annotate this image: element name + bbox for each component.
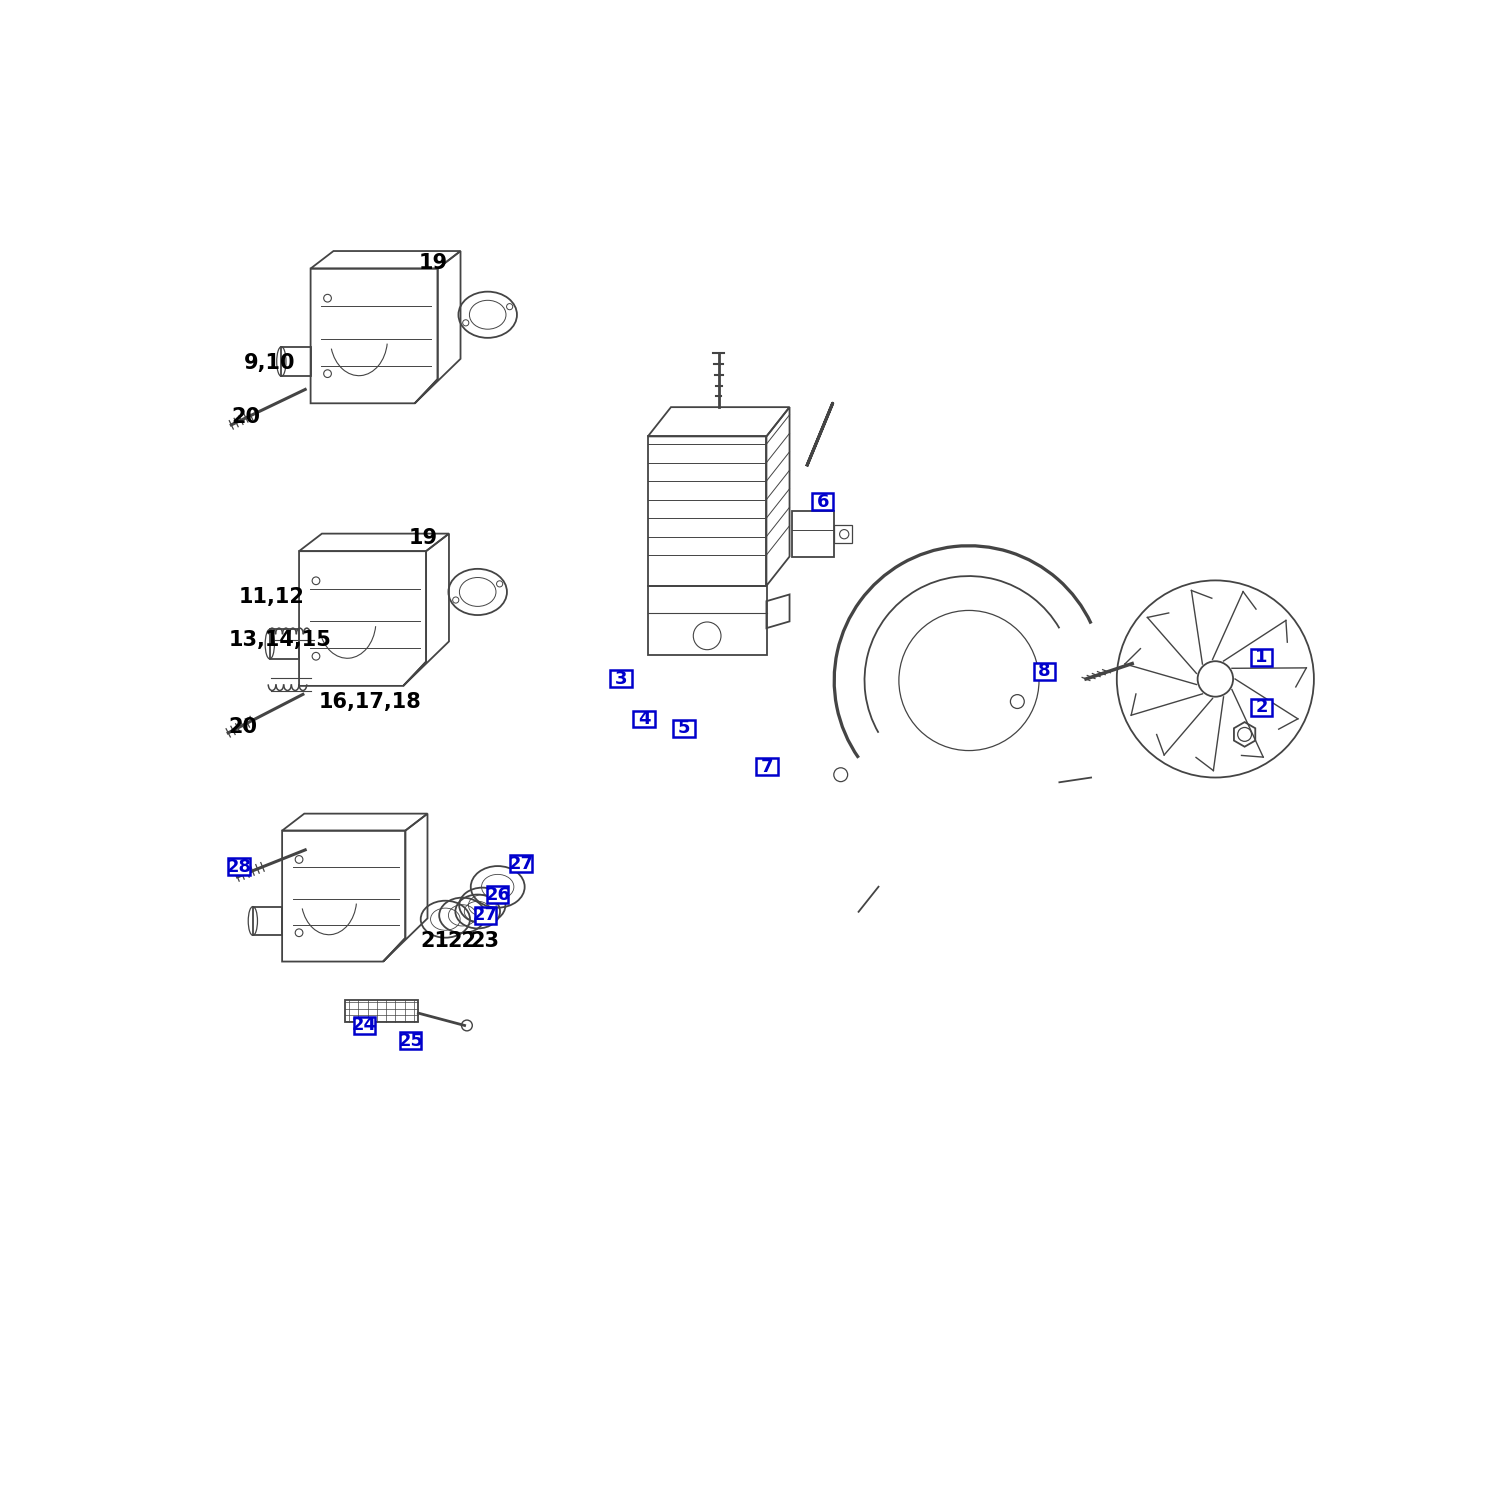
Text: 9,10: 9,10 <box>243 354 296 374</box>
FancyBboxPatch shape <box>354 1017 375 1034</box>
FancyBboxPatch shape <box>1034 663 1054 680</box>
Text: 24: 24 <box>352 1017 376 1035</box>
Text: 7: 7 <box>760 758 774 776</box>
Text: 27: 27 <box>509 855 534 873</box>
Text: 6: 6 <box>816 494 830 512</box>
Text: 1: 1 <box>1256 648 1268 666</box>
FancyBboxPatch shape <box>756 759 778 776</box>
FancyBboxPatch shape <box>400 1032 422 1050</box>
FancyBboxPatch shape <box>228 858 251 876</box>
Text: 19: 19 <box>408 528 438 548</box>
FancyBboxPatch shape <box>812 494 834 510</box>
FancyBboxPatch shape <box>633 711 656 728</box>
Text: 20: 20 <box>231 406 261 427</box>
Text: 2: 2 <box>1256 699 1268 717</box>
Text: 4: 4 <box>638 710 651 728</box>
Text: 27: 27 <box>472 906 498 924</box>
Text: 13,14,15: 13,14,15 <box>228 630 332 651</box>
FancyBboxPatch shape <box>610 670 632 687</box>
Text: 28: 28 <box>226 858 252 876</box>
Text: 19: 19 <box>419 254 447 273</box>
Text: 8: 8 <box>1038 663 1050 681</box>
FancyBboxPatch shape <box>474 908 496 924</box>
Text: 21: 21 <box>420 932 450 951</box>
Text: 26: 26 <box>484 885 510 903</box>
FancyBboxPatch shape <box>1251 699 1272 715</box>
Text: 22: 22 <box>447 932 476 951</box>
FancyBboxPatch shape <box>674 720 694 736</box>
FancyBboxPatch shape <box>488 886 508 903</box>
Text: 16,17,18: 16,17,18 <box>318 692 422 712</box>
Text: 11,12: 11,12 <box>238 588 304 608</box>
Text: 20: 20 <box>228 717 256 736</box>
FancyBboxPatch shape <box>1251 650 1272 666</box>
Text: 25: 25 <box>398 1032 423 1050</box>
Text: 23: 23 <box>470 932 500 951</box>
Text: 5: 5 <box>678 718 690 736</box>
Text: 3: 3 <box>615 670 627 688</box>
FancyBboxPatch shape <box>510 855 531 871</box>
